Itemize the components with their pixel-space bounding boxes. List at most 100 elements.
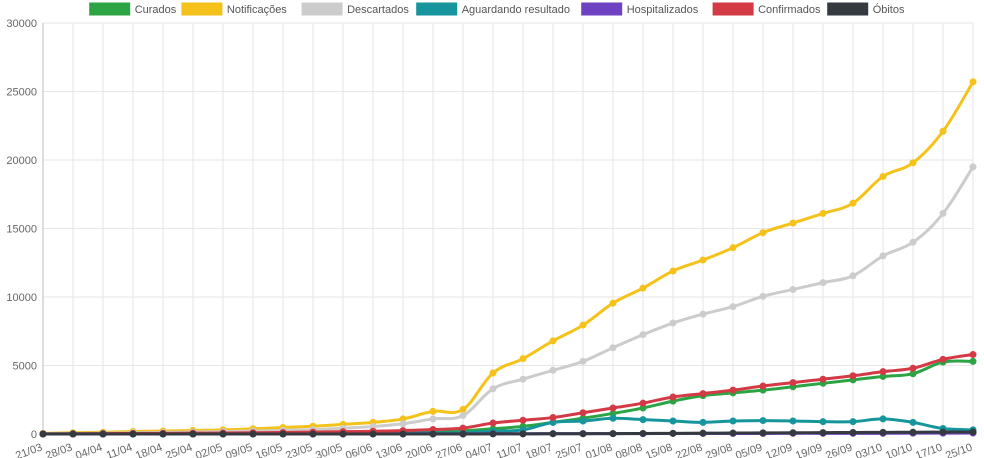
data-point (549, 337, 557, 345)
x-tick-label: 06/06 (344, 442, 374, 458)
data-point (729, 303, 737, 311)
x-tick-label: 20/06 (404, 442, 434, 458)
data-point (729, 244, 737, 252)
data-point (669, 429, 677, 437)
x-tick-label: 01/08 (584, 442, 614, 458)
data-point (189, 430, 197, 438)
legend-swatch (89, 2, 131, 16)
data-point (669, 319, 677, 327)
data-point (519, 416, 527, 424)
y-tick-label: 20000 (6, 155, 37, 167)
data-point (159, 430, 167, 438)
legend-item-4[interactable]: Hospitalizados (581, 2, 699, 16)
data-point (489, 419, 497, 427)
data-point (279, 430, 287, 438)
data-point (459, 405, 467, 413)
data-point (879, 172, 887, 180)
legend-item-2[interactable]: Descartados (301, 2, 409, 16)
data-point (939, 127, 947, 135)
data-point (399, 430, 407, 438)
data-point (639, 429, 647, 437)
y-tick-label: 0 (31, 429, 37, 441)
data-point (789, 379, 797, 387)
data-point (579, 417, 587, 425)
x-tick-label: 21/03 (14, 442, 44, 458)
data-point (729, 429, 737, 437)
x-tick-label: 11/04 (105, 442, 134, 458)
x-tick-label: 28/03 (44, 442, 74, 458)
data-point (819, 209, 827, 217)
legend-item-1[interactable]: Notificações (181, 2, 287, 16)
data-point (789, 417, 797, 425)
data-point (579, 357, 587, 365)
x-tick-label: 09/05 (224, 442, 254, 458)
data-point (399, 420, 407, 428)
data-point (699, 418, 707, 426)
x-tick-label: 30/05 (314, 442, 344, 458)
data-point (879, 415, 887, 423)
data-point (909, 159, 917, 167)
legend-item-6[interactable]: Óbitos (827, 2, 905, 16)
y-axis: 0 5000 10000 15000 20000 25000 30000 (6, 18, 37, 441)
legend-swatch (416, 2, 458, 16)
data-point (579, 409, 587, 417)
data-point (699, 310, 707, 318)
data-point (39, 430, 47, 438)
legend-item-0[interactable]: Curados (89, 2, 177, 16)
x-tick-label: 19/09 (794, 442, 824, 458)
x-tick-label: 03/10 (854, 442, 884, 458)
data-point (789, 285, 797, 293)
data-point (969, 163, 977, 171)
x-tick-label: 18/04 (134, 442, 164, 458)
data-point (429, 407, 437, 415)
data-point (939, 428, 947, 436)
legend-label: Descartados (347, 4, 409, 16)
data-point (519, 430, 527, 438)
data-point (609, 344, 617, 352)
x-tick-label: 25/10 (944, 442, 974, 458)
x-tick-label: 25/07 (554, 442, 584, 458)
x-tick-label: 18/07 (524, 442, 554, 458)
data-point (969, 351, 977, 359)
data-point (849, 428, 857, 436)
data-point (849, 272, 857, 280)
data-point (819, 279, 827, 287)
data-point (909, 428, 917, 436)
data-point (99, 430, 107, 438)
x-tick-label: 17/10 (914, 442, 944, 458)
data-point (459, 430, 467, 438)
legend-item-5[interactable]: Confirmados (712, 2, 821, 16)
x-tick-label: 11/07 (495, 442, 524, 458)
data-point (549, 430, 557, 438)
data-point (819, 429, 827, 437)
legend-swatch (301, 2, 343, 16)
legend-label: Curados (135, 4, 177, 16)
x-tick-label: 02/05 (194, 442, 224, 458)
legend: Curados Notificações Descartados Aguardando… (89, 2, 905, 16)
series-layer (39, 78, 977, 438)
data-point (879, 428, 887, 436)
legend-label: Hospitalizados (627, 4, 699, 16)
data-point (69, 430, 77, 438)
legend-swatch (581, 2, 623, 16)
data-point (339, 430, 347, 438)
data-point (969, 357, 977, 365)
x-tick-label: 26/09 (824, 442, 854, 458)
x-tick-label: 22/08 (674, 442, 704, 458)
x-tick-label: 04/07 (464, 442, 494, 458)
data-point (639, 331, 647, 339)
data-point (939, 209, 947, 217)
data-point (759, 292, 767, 300)
data-point (789, 219, 797, 227)
data-point (729, 417, 737, 425)
y-tick-label: 10000 (6, 292, 37, 304)
data-point (879, 368, 887, 376)
y-tick-label: 15000 (6, 224, 37, 236)
data-point (249, 430, 257, 438)
data-point (459, 424, 467, 432)
x-tick-label: 10/10 (884, 442, 914, 458)
data-point (819, 418, 827, 426)
legend-item-3[interactable]: Aguardando resultado (416, 2, 570, 16)
data-point (609, 404, 617, 412)
data-point (489, 385, 497, 393)
